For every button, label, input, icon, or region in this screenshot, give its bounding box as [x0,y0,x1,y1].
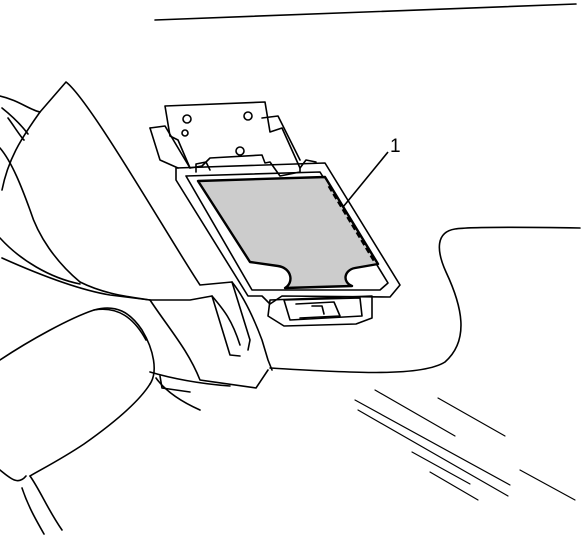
callout-leader-line [342,151,389,208]
right-hand [0,307,201,535]
part-sheet [196,175,380,290]
connector-clip [267,295,373,327]
headliner-outline [269,226,581,374]
left-hand [0,95,151,301]
mounting-bracket [149,101,301,177]
trim-pillar [1,81,273,393]
reflection-lines [354,389,576,501]
windshield-edge-line [154,3,577,21]
callout-number: 1 [390,136,401,157]
part-edge-dash [327,185,377,263]
